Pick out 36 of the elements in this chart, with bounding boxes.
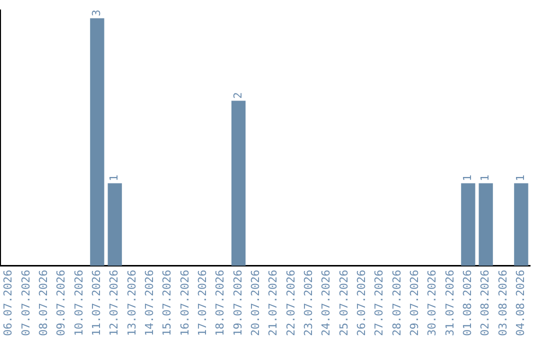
- x-tick-label: 20.07.2026: [249, 270, 262, 336]
- x-tick-label: 09.07.2026: [54, 270, 68, 336]
- x-tick-label: 15.07.2026: [160, 270, 174, 336]
- x-tick-label: 02.08.2026: [478, 270, 492, 336]
- x-tick-label: 23.07.2026: [302, 270, 316, 336]
- x-tick-label: 29.07.2026: [408, 270, 422, 336]
- data-label: 1: [514, 174, 528, 182]
- x-tick-label: 03.08.2026: [496, 270, 510, 336]
- x-tick-label: 30.07.2026: [426, 270, 439, 336]
- x-tick-label: 08.07.2026: [37, 270, 50, 336]
- x-tick-label: 27.07.2026: [372, 270, 386, 336]
- x-tick-label: 13.07.2026: [125, 270, 138, 336]
- x-tick-label: 01.08.2026: [461, 270, 474, 336]
- x-tick-label: 06.07.2026: [2, 270, 15, 336]
- x-tick-label: 19.07.2026: [231, 270, 244, 336]
- x-tick-label: 17.07.2026: [196, 270, 210, 336]
- x-tick-label: 12.07.2026: [108, 270, 121, 336]
- data-label: 1: [108, 174, 121, 182]
- x-tick-label: 22.07.2026: [284, 270, 298, 336]
- x-tick-label: 31.07.2026: [443, 270, 456, 336]
- x-tick-label: 26.07.2026: [355, 270, 368, 336]
- x-tick-label: 25.07.2026: [337, 270, 350, 336]
- data-label: 1: [478, 174, 492, 182]
- x-tick-label: 10.07.2026: [72, 270, 86, 336]
- x-tick-label: 18.07.2026: [214, 270, 227, 336]
- x-tick-label: 14.07.2026: [143, 270, 156, 336]
- x-tick-label: 24.07.2026: [320, 270, 333, 336]
- x-tick-label: 16.07.2026: [178, 270, 192, 336]
- x-tick-label: 28.07.2026: [390, 270, 404, 336]
- data-label: 1: [461, 174, 474, 182]
- data-label: 3: [90, 10, 104, 16]
- x-tick-label: 04.08.2026: [514, 270, 528, 336]
- x-tick-label: 21.07.2026: [266, 270, 280, 336]
- x-tick-label: 11.07.2026: [90, 270, 104, 336]
- x-tick-label: 07.07.2026: [19, 270, 32, 336]
- data-label: 2: [231, 92, 244, 99]
